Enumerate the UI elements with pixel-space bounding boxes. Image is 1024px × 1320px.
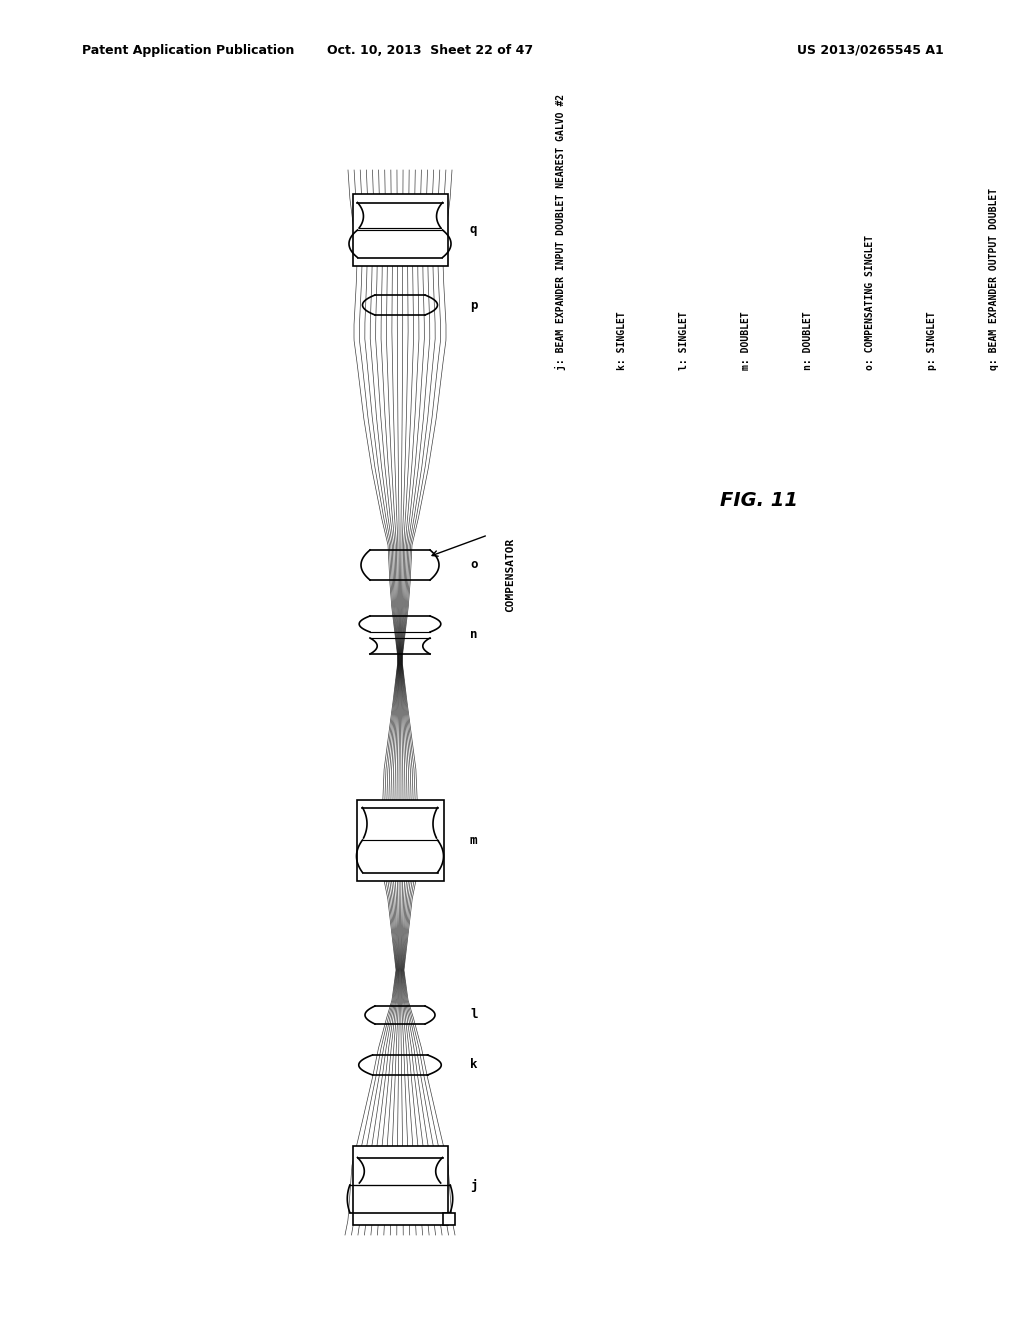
Text: o: COMPENSATING SINGLET: o: COMPENSATING SINGLET	[865, 235, 874, 370]
Text: n: n	[470, 628, 477, 642]
Text: US 2013/0265545 A1: US 2013/0265545 A1	[797, 44, 944, 57]
Text: Patent Application Publication: Patent Application Publication	[82, 44, 294, 57]
Bar	[352, 1146, 447, 1225]
Text: j: j	[470, 1179, 477, 1192]
Text: p: p	[470, 298, 477, 312]
Bar	[442, 1213, 455, 1225]
Text: q: BEAM EXPANDER OUTPUT DOUBLET: q: BEAM EXPANDER OUTPUT DOUBLET	[989, 187, 999, 370]
Text: l: l	[470, 1008, 477, 1022]
Bar	[352, 194, 447, 265]
Text: COMPENSATOR: COMPENSATOR	[505, 539, 515, 612]
Text: j: BEAM EXPANDER INPUT DOUBLET NEAREST GALVO #2: j: BEAM EXPANDER INPUT DOUBLET NEAREST G…	[555, 94, 566, 370]
Text: o: o	[470, 558, 477, 572]
Text: FIG. 11: FIG. 11	[720, 491, 798, 510]
Text: k: SINGLET: k: SINGLET	[617, 312, 627, 370]
Text: Oct. 10, 2013  Sheet 22 of 47: Oct. 10, 2013 Sheet 22 of 47	[327, 44, 534, 57]
Bar	[356, 800, 443, 880]
Text: m: m	[470, 833, 477, 846]
Text: m: DOUBLET: m: DOUBLET	[741, 312, 751, 370]
Text: k: k	[470, 1059, 477, 1072]
Text: q: q	[470, 223, 477, 236]
Text: l: SINGLET: l: SINGLET	[679, 312, 689, 370]
Text: n: DOUBLET: n: DOUBLET	[803, 312, 813, 370]
Text: p: SINGLET: p: SINGLET	[927, 312, 937, 370]
